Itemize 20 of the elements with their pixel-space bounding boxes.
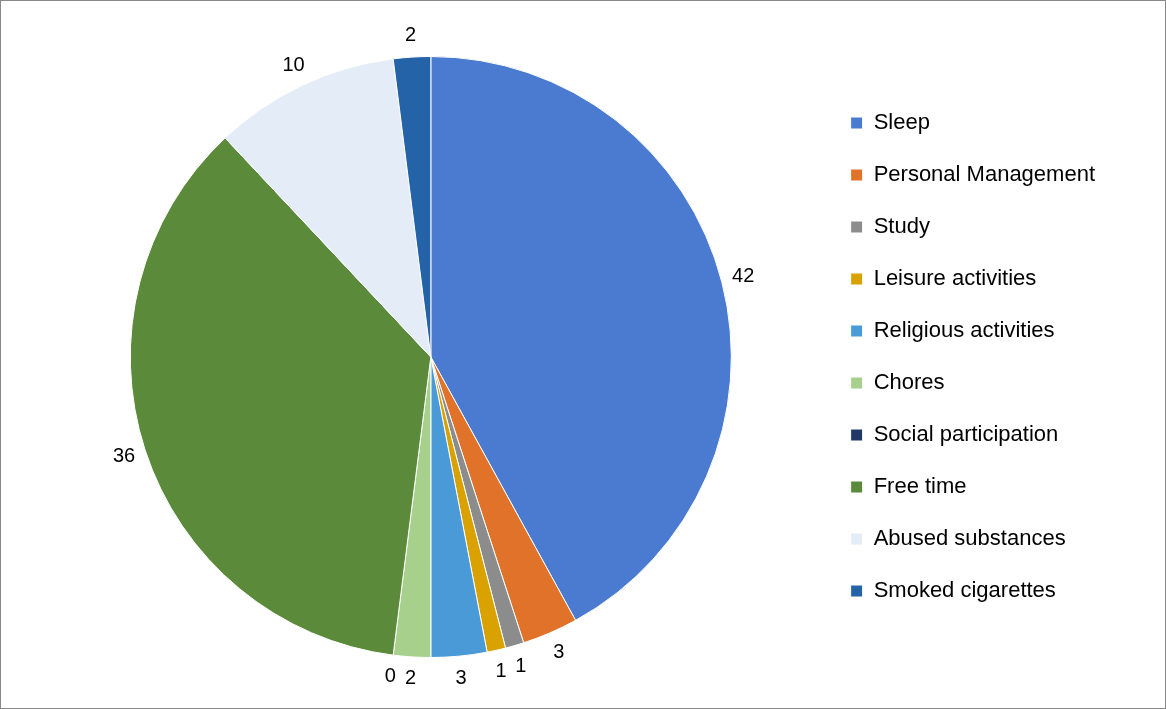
legend-label: Smoked cigarettes <box>873 577 1056 603</box>
legend-label: Religious activities <box>873 317 1055 343</box>
legend-label: Leisure activities <box>873 265 1037 291</box>
data-label: 42 <box>732 264 755 287</box>
data-label: 10 <box>282 52 305 75</box>
legend-label: Abused substances <box>873 525 1066 551</box>
data-label: 1 <box>515 654 527 677</box>
data-label: 36 <box>112 444 136 467</box>
legend-label: Sleep <box>873 109 930 135</box>
data-label: 2 <box>405 666 417 689</box>
legend-label: Personal Management <box>873 161 1096 187</box>
legend-label: Chores <box>873 369 945 395</box>
legend-label: Social participation <box>873 421 1059 447</box>
legend-label: Study <box>873 213 930 239</box>
data-label: 3 <box>553 640 565 663</box>
data-label: 3 <box>455 665 467 688</box>
text: 0 <box>384 664 396 687</box>
legend-label: Free time <box>873 473 967 499</box>
data-label: 2 <box>405 22 417 45</box>
data-label: 1 <box>495 659 507 682</box>
